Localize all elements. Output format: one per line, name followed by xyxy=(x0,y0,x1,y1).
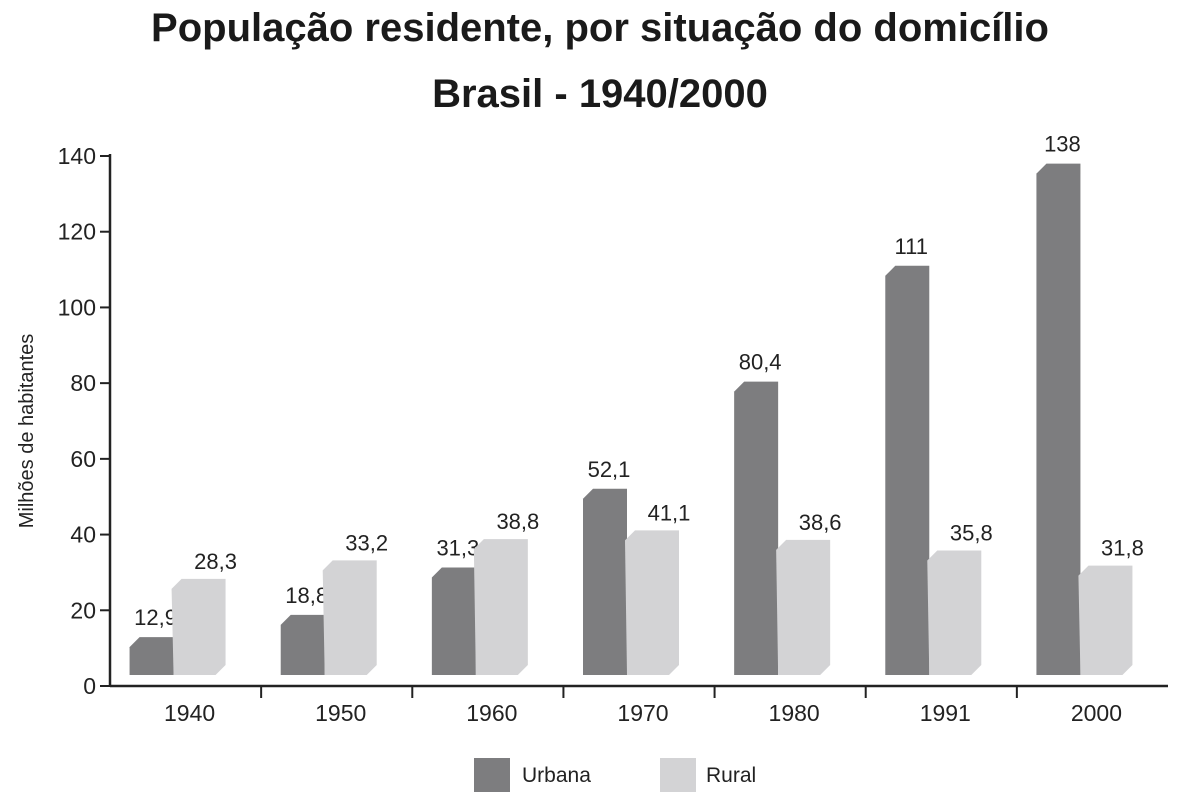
data-label-urbana: 12,9 xyxy=(134,605,177,630)
chart-subtitle: Brasil - 1940/2000 xyxy=(432,72,768,116)
bar-rural xyxy=(322,560,377,675)
data-label-rural: 33,2 xyxy=(345,530,388,555)
bar-urbana xyxy=(280,614,325,675)
legend-label-rural: Rural xyxy=(706,764,756,787)
legend-swatch-urbana xyxy=(474,758,510,792)
x-tick-label: 1950 xyxy=(315,700,366,726)
bar-urbana xyxy=(583,488,627,675)
bar-rural xyxy=(776,539,831,675)
x-tick-label: 1970 xyxy=(617,700,668,726)
data-label-urbana: 52,1 xyxy=(588,457,631,482)
data-label-rural: 38,8 xyxy=(496,509,539,534)
y-tick-label: 0 xyxy=(83,673,96,699)
bar-rural xyxy=(1078,565,1133,675)
chart-title: População residente, por situação do dom… xyxy=(151,6,1049,50)
data-label-rural: 35,8 xyxy=(950,520,993,545)
y-tick-label: 20 xyxy=(70,597,96,623)
legend-swatch-rural xyxy=(660,758,696,792)
x-tick-label: 1940 xyxy=(164,700,215,726)
x-tick-label: 1960 xyxy=(466,700,517,726)
bar-urbana xyxy=(1036,163,1081,676)
legend-label-urbana: Urbana xyxy=(522,764,591,787)
x-tick-label: 2000 xyxy=(1071,700,1122,726)
data-label-urbana: 111 xyxy=(895,234,928,259)
data-label-rural: 28,3 xyxy=(194,549,237,574)
bar-urbana xyxy=(734,381,779,675)
bar-rural xyxy=(625,530,679,675)
bar-rural xyxy=(473,539,528,675)
data-label-urbana: 80,4 xyxy=(739,350,782,375)
data-label-rural: 31,8 xyxy=(1101,536,1144,561)
x-tick-label: 1991 xyxy=(920,700,971,726)
data-label-urbana: 18,8 xyxy=(285,583,328,608)
y-tick-label: 80 xyxy=(70,370,96,396)
data-label-urbana: 31,3 xyxy=(436,536,479,561)
x-tick-label: 1980 xyxy=(769,700,820,726)
data-label-urbana: 138 xyxy=(1044,132,1081,157)
bar-urbana xyxy=(885,265,930,675)
y-tick-label: 140 xyxy=(58,143,96,169)
bar-rural xyxy=(171,578,226,675)
y-axis-title: Milhões de habitantes xyxy=(16,334,38,529)
y-tick-label: 100 xyxy=(58,294,96,320)
y-tick-label: 120 xyxy=(58,219,96,245)
bar-rural xyxy=(927,550,982,675)
bar-urbana xyxy=(129,637,174,675)
data-label-rural: 41,1 xyxy=(648,500,691,525)
y-tick-label: 40 xyxy=(70,522,96,548)
bar-urbana xyxy=(431,567,476,675)
data-label-rural: 38,6 xyxy=(799,510,842,535)
y-tick-label: 60 xyxy=(70,446,96,472)
